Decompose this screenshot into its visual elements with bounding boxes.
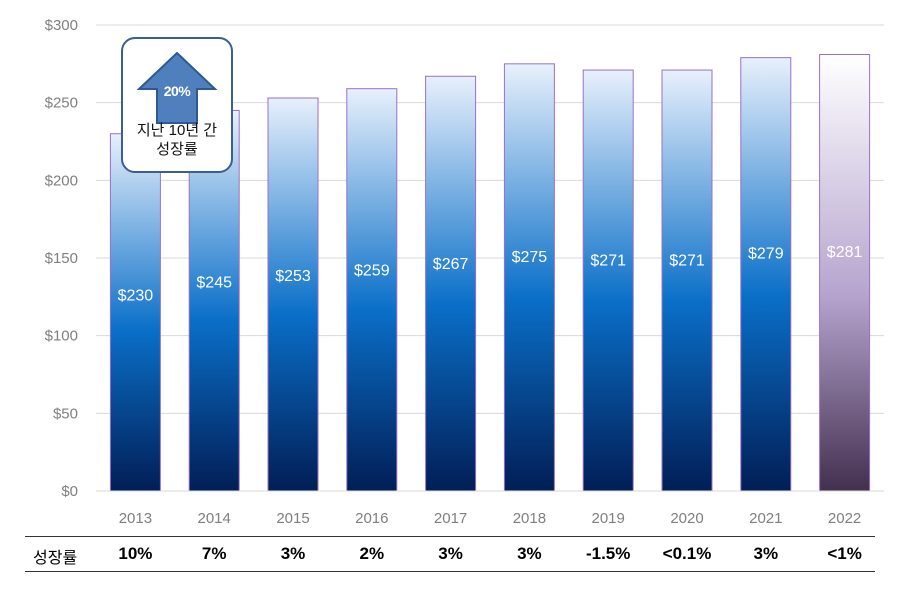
callout-text-line2: 성장률 xyxy=(156,141,198,158)
bar-chart: $0 $50 $100 $150 $200 $250 $300 $230 2013 $245 201… xyxy=(45,17,884,527)
x-tick-label: 2014 xyxy=(198,510,231,527)
growth-rate-2020: <0.1% xyxy=(662,544,712,563)
callout-percent: 20% xyxy=(163,83,191,99)
growth-rate-2018: 3% xyxy=(517,544,542,563)
data-label-2015: $253 xyxy=(275,268,311,285)
data-label-2016: $259 xyxy=(354,263,390,280)
y-tick-label: $200 xyxy=(45,172,78,189)
callout-text: 지난 10년 간 성장률 xyxy=(123,121,231,159)
bar-2018 xyxy=(503,63,555,492)
y-tick-label: $150 xyxy=(45,250,78,267)
growth-rate-2015: 3% xyxy=(280,544,306,563)
bar-2019 xyxy=(582,69,634,492)
growth-callout-box: 20% 지난 10년 간 성장률 xyxy=(121,37,233,173)
bar-2016 xyxy=(346,88,398,492)
growth-rate-2013: 10% xyxy=(118,544,153,563)
data-label-2020: $271 xyxy=(669,252,705,269)
bar-2022 xyxy=(819,54,871,492)
data-label-2014: $245 xyxy=(196,275,232,292)
data-label-2019: $271 xyxy=(590,252,626,269)
data-label-2013: $230 xyxy=(118,288,154,305)
x-tick-label: 2013 xyxy=(119,510,152,527)
data-label-2022: $281 xyxy=(827,244,863,261)
x-tick-label: 2016 xyxy=(355,510,388,527)
growth-rate-label: 성장률 xyxy=(33,550,78,567)
bar-2021 xyxy=(740,57,792,492)
growth-rate-2022: <1% xyxy=(827,544,862,563)
callout-text-line1: 지난 10년 간 xyxy=(136,122,218,139)
growth-rate-row: 성장률 10% 7% 3% 2% 3% 3% -1.5% <0.1% 3% <1% xyxy=(25,536,875,572)
growth-rate-2017: 3% xyxy=(438,544,463,563)
x-tick-label: 2020 xyxy=(670,510,703,527)
bar-2015 xyxy=(267,97,319,492)
x-tick-label: 2015 xyxy=(276,510,309,527)
growth-rate-2021: 3% xyxy=(753,544,779,563)
growth-rate-2014: 7% xyxy=(201,544,227,563)
growth-rate-2016: 2% xyxy=(359,544,385,563)
data-label-2021: $279 xyxy=(748,246,784,263)
data-label-2017: $267 xyxy=(433,256,469,273)
x-tick-label: 2021 xyxy=(749,510,782,527)
x-tick-label: 2018 xyxy=(513,510,546,527)
y-tick-label: $100 xyxy=(45,328,78,345)
up-arrow-icon xyxy=(136,51,218,124)
y-tick-label: $300 xyxy=(45,17,78,34)
y-tick-label: $50 xyxy=(53,405,78,422)
bar-2013 xyxy=(109,133,161,492)
growth-rate-2019: -1.5% xyxy=(585,544,631,563)
bar-2020 xyxy=(661,69,713,492)
bar-2017 xyxy=(425,75,477,492)
x-tick-label: 2022 xyxy=(828,510,861,527)
y-tick-label: $250 xyxy=(45,95,78,112)
x-tick-label: 2019 xyxy=(592,510,625,527)
data-label-2018: $275 xyxy=(512,249,548,266)
x-tick-label: 2017 xyxy=(434,510,467,527)
y-tick-label: $0 xyxy=(61,483,78,500)
